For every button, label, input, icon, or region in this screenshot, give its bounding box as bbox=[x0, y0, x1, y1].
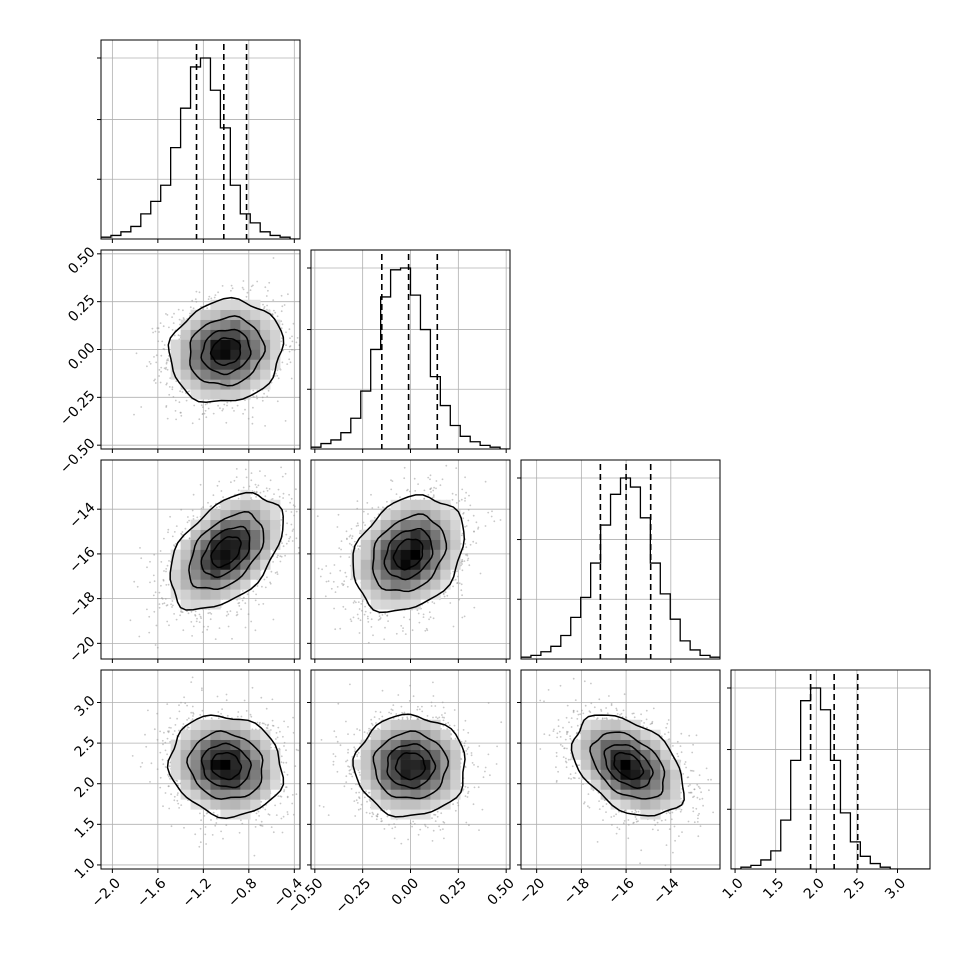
histogram-step bbox=[731, 687, 930, 869]
contours bbox=[169, 491, 284, 611]
contour-level bbox=[383, 527, 434, 581]
contours bbox=[352, 494, 466, 614]
x-tick-label-param-1: 0.00 bbox=[389, 875, 422, 908]
panel-border bbox=[730, 669, 931, 870]
x-tick-label-param-0: −1.6 bbox=[134, 875, 169, 910]
contour-level bbox=[386, 743, 437, 790]
contour-level bbox=[209, 337, 242, 367]
contour-level bbox=[352, 494, 466, 614]
histogram-step bbox=[311, 267, 510, 449]
x-tick-label-param-2: −16 bbox=[606, 875, 638, 907]
hist-panel-2 bbox=[517, 459, 721, 663]
panel-border bbox=[100, 39, 301, 240]
y-tick-label-param-1: 0.00 bbox=[65, 340, 98, 373]
contour-level bbox=[210, 752, 243, 781]
contour-level bbox=[589, 731, 666, 800]
x-tick-label-param-2: −18 bbox=[561, 875, 593, 907]
x-tick-label-param-3: 1.5 bbox=[760, 875, 787, 902]
pair-panel-2-3 bbox=[517, 669, 721, 873]
contour-level bbox=[371, 513, 448, 593]
contours bbox=[570, 714, 685, 817]
pair-panel-0-3 bbox=[97, 669, 301, 873]
x-tick-label-param-2: −20 bbox=[516, 875, 548, 907]
panel-border bbox=[520, 669, 721, 870]
x-tick-label-param-3: 2.0 bbox=[801, 875, 828, 902]
contours bbox=[166, 714, 285, 820]
contour-level bbox=[570, 714, 685, 817]
x-tick-label-param-2: −14 bbox=[650, 875, 682, 907]
hist-panel-1 bbox=[307, 249, 511, 453]
contour-level bbox=[210, 536, 242, 569]
histogram-step bbox=[521, 477, 720, 658]
y-tick-label-param-1: −0.25 bbox=[57, 388, 99, 430]
contour-level bbox=[167, 296, 285, 404]
contour-level bbox=[186, 730, 264, 800]
y-tick-label-param-1: 0.25 bbox=[65, 292, 98, 325]
contours bbox=[352, 713, 466, 818]
x-tick-label-param-0: −0.8 bbox=[225, 875, 260, 910]
panel-border bbox=[100, 669, 301, 870]
contour-level bbox=[169, 491, 284, 611]
y-tick-label-param-2: −20 bbox=[66, 634, 98, 666]
hist-panel-0 bbox=[97, 39, 301, 243]
y-tick-label-param-2: −18 bbox=[66, 589, 98, 621]
contour-level bbox=[613, 751, 645, 781]
contour-level bbox=[352, 713, 466, 818]
x-tick-label-param-0: −1.2 bbox=[180, 875, 215, 910]
pair-panel-0-2 bbox=[97, 459, 301, 663]
y-tick-label-param-1: −0.50 bbox=[57, 436, 99, 478]
contour-level bbox=[188, 511, 265, 590]
contour-level bbox=[394, 752, 426, 781]
y-tick-label-param-1: 0.50 bbox=[65, 244, 98, 277]
x-tick-label-param-1: 0.50 bbox=[484, 875, 517, 908]
y-tick-label-param-3: 3.0 bbox=[72, 693, 99, 720]
x-tick-label-param-1: 0.25 bbox=[437, 875, 470, 908]
contours bbox=[167, 296, 285, 404]
contour-level bbox=[372, 730, 450, 800]
panels bbox=[97, 39, 931, 873]
hist-panel-3 bbox=[727, 669, 931, 873]
y-tick-label-param-3: 1.5 bbox=[72, 815, 99, 842]
x-tick-label-param-3: 3.0 bbox=[882, 875, 909, 902]
pair-panel-1-2 bbox=[307, 459, 511, 663]
density-cells bbox=[570, 719, 681, 820]
y-tick-label-param-2: −14 bbox=[66, 499, 98, 531]
contour-level bbox=[200, 525, 251, 579]
panel-border bbox=[520, 459, 721, 660]
pair-panel-0-1 bbox=[97, 249, 301, 453]
y-tick-label-param-2: −16 bbox=[66, 544, 98, 576]
x-tick-label-param-3: 2.5 bbox=[841, 875, 868, 902]
contour-level bbox=[392, 538, 424, 571]
y-tick-label-param-3: 2.5 bbox=[72, 733, 99, 760]
x-tick-label-param-0: −2.0 bbox=[89, 875, 124, 910]
contour-level bbox=[603, 744, 654, 789]
x-tick-label-param-1: −0.25 bbox=[333, 875, 375, 917]
x-tick-label-param-3: 1.0 bbox=[720, 875, 747, 902]
contour-level bbox=[189, 315, 266, 387]
pair-panel-1-3 bbox=[307, 669, 511, 873]
density-cells bbox=[170, 489, 281, 610]
y-tick-label-param-3: 2.0 bbox=[72, 774, 99, 801]
contour-level bbox=[166, 714, 285, 820]
contour-level bbox=[200, 328, 252, 376]
contour-level bbox=[200, 742, 252, 789]
histogram-step bbox=[101, 57, 300, 239]
panel-border bbox=[100, 459, 301, 660]
y-tick-label-param-3: 1.0 bbox=[72, 855, 99, 882]
